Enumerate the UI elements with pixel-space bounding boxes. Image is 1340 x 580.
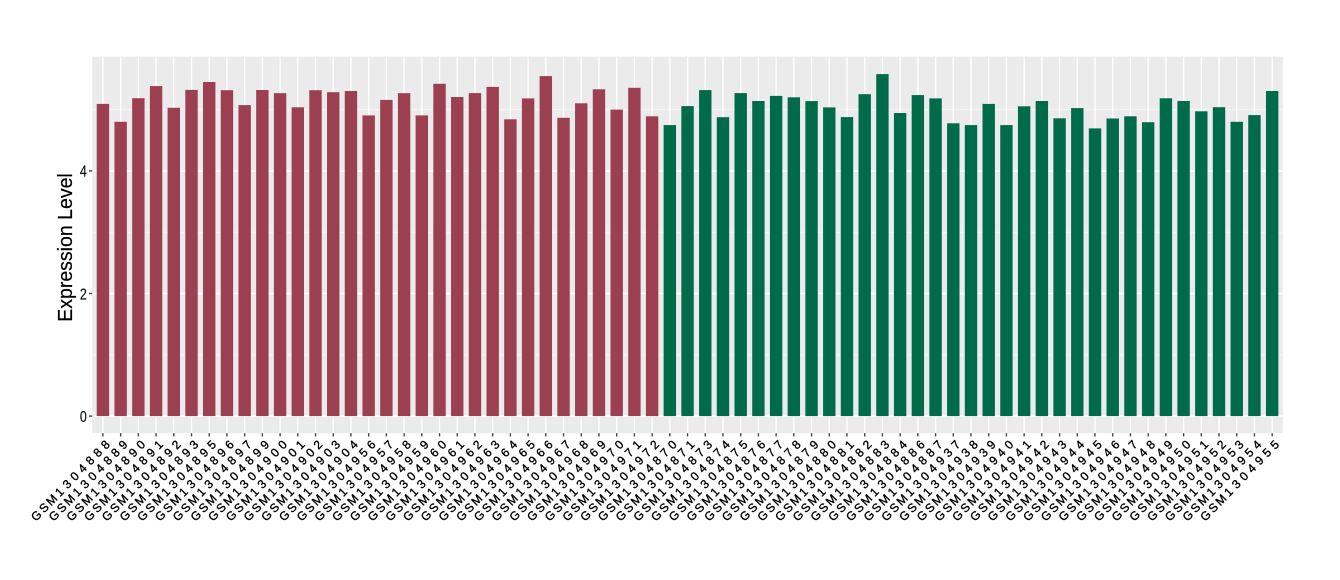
svg-text:4: 4 [80,163,87,181]
svg-text:2: 2 [80,286,87,304]
svg-text:Expression Level: Expression Level [54,173,77,322]
svg-text:0: 0 [80,409,87,427]
